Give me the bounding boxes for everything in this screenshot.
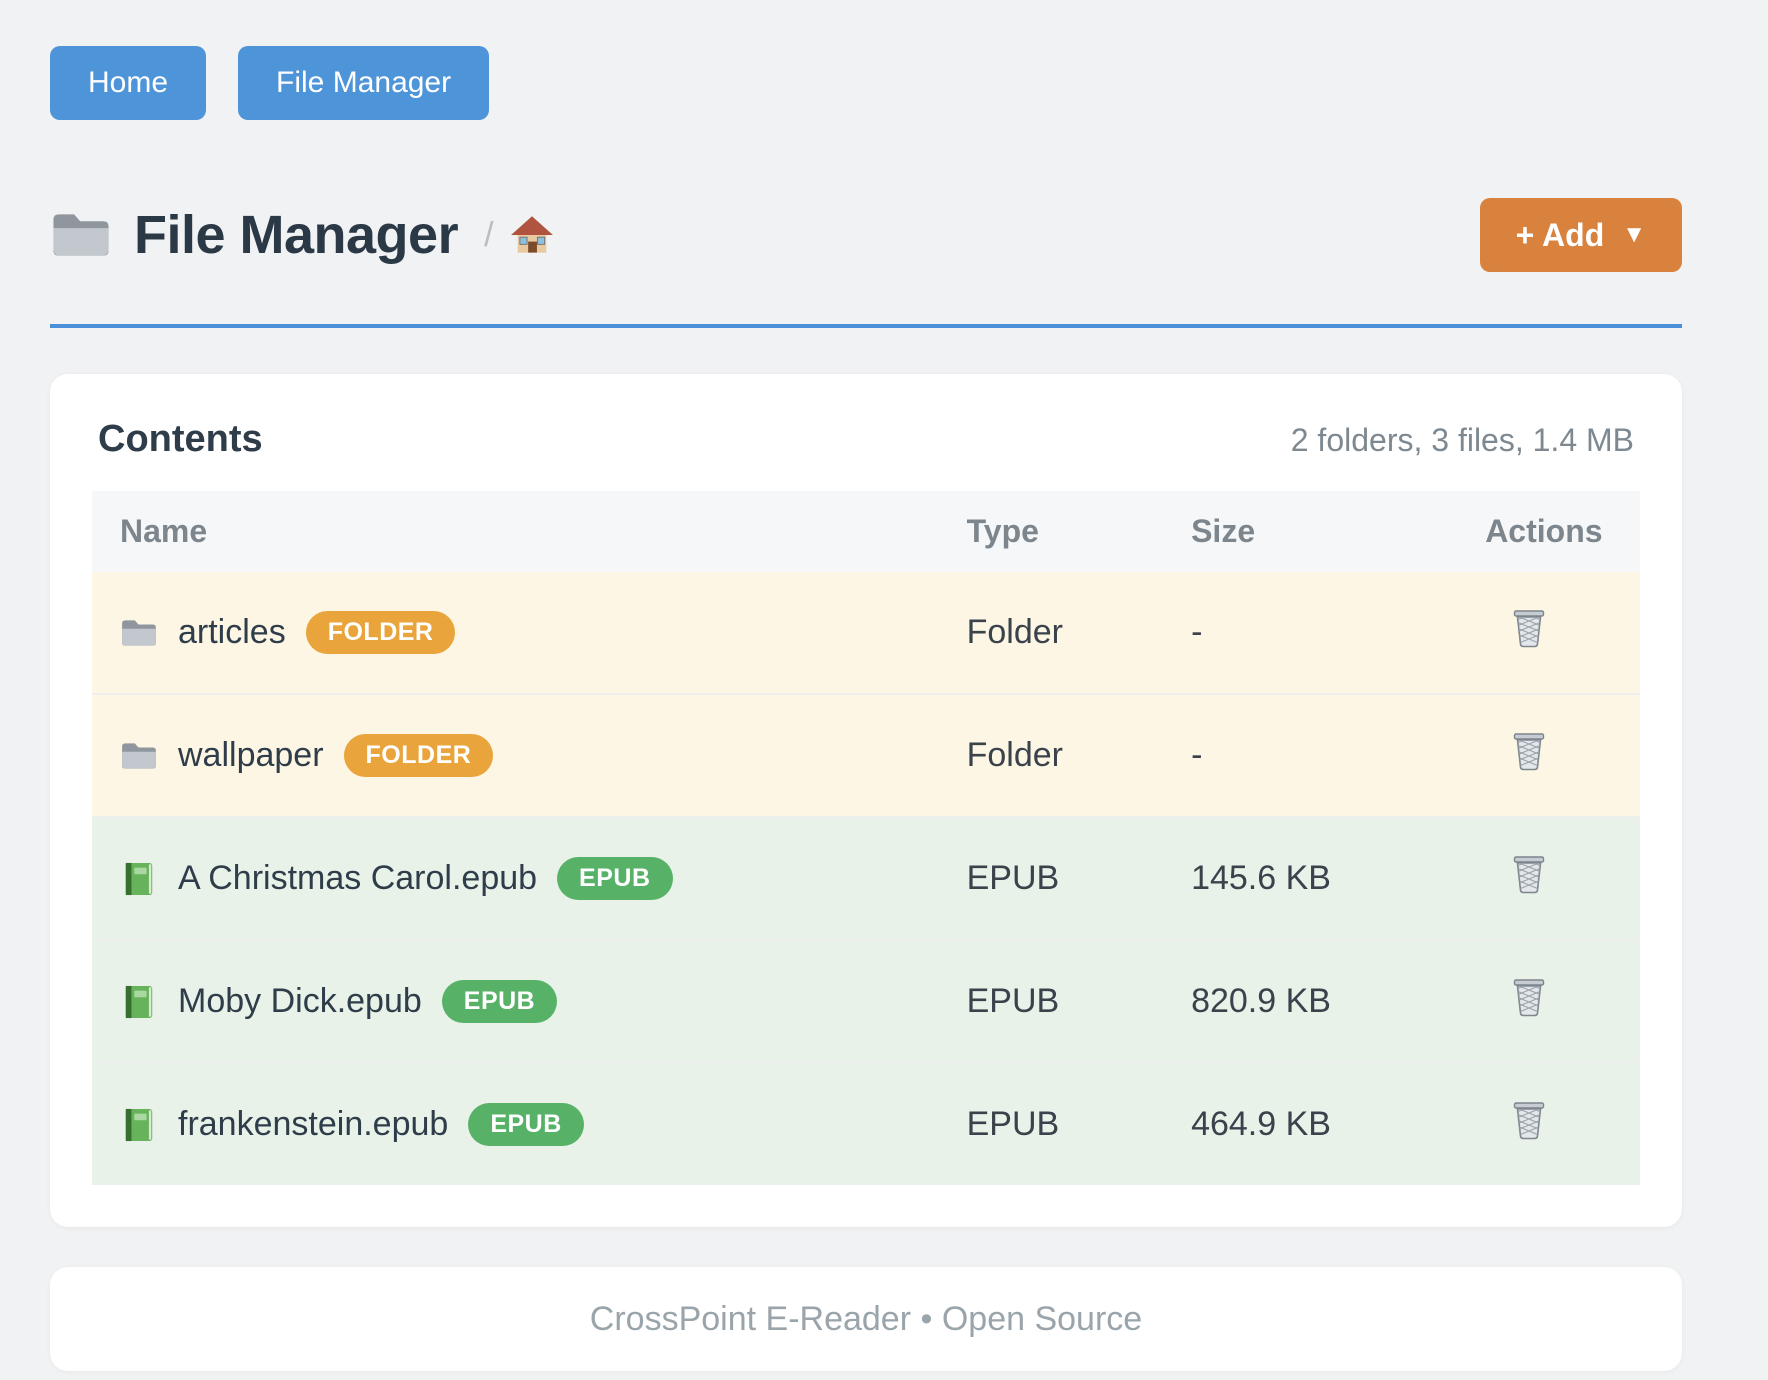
folder-icon (120, 739, 158, 773)
trash-icon (1511, 1100, 1547, 1140)
footer-text: CrossPoint E-Reader • Open Source (589, 1299, 1143, 1338)
trash-icon (1511, 854, 1547, 894)
file-size: 464.9 KB (1191, 1062, 1486, 1185)
title-group: File Manager / (50, 204, 554, 266)
type-badge: FOLDER (305, 611, 456, 654)
column-header-size: Size (1191, 491, 1486, 572)
file-type: EPUB (966, 1062, 1192, 1185)
trash-button[interactable] (1485, 977, 1547, 1020)
nav-button-file-manager[interactable]: File Manager (238, 46, 490, 120)
trash-icon (1511, 731, 1547, 771)
type-badge: EPUB (557, 857, 673, 900)
file-type: Folder (966, 572, 1192, 694)
file-name[interactable]: wallpaper (178, 736, 324, 774)
title-underline (50, 324, 1682, 328)
book-icon (120, 862, 158, 896)
file-size: 145.6 KB (1191, 816, 1486, 940)
home-icon[interactable] (510, 215, 554, 255)
chevron-down-icon: ▼ (1622, 221, 1646, 248)
file-size: 820.9 KB (1191, 939, 1486, 1063)
contents-summary: 2 folders, 3 files, 1.4 MB (1290, 422, 1634, 458)
breadcrumb-separator: / (484, 215, 494, 254)
file-name[interactable]: Moby Dick.epub (178, 982, 422, 1020)
table-row: frankenstein.epub EPUB EPUB 464.9 KB (92, 1062, 1640, 1185)
file-type: Folder (966, 693, 1192, 817)
table-row: Moby Dick.epub EPUB EPUB 820.9 KB (92, 939, 1640, 1063)
contents-header: Contents 2 folders, 3 files, 1.4 MB (92, 418, 1640, 461)
nav-button-home[interactable]: Home (50, 46, 207, 120)
page: Home File Manager File Manager / + Add ▼… (50, 0, 1682, 1371)
book-icon (120, 985, 158, 1019)
footer: CrossPoint E-Reader • Open Source (50, 1267, 1682, 1371)
page-header: File Manager / + Add ▼ (50, 198, 1682, 272)
type-badge: EPUB (441, 980, 558, 1023)
type-badge: EPUB (468, 1103, 584, 1146)
contents-title: Contents (98, 418, 263, 460)
trash-button[interactable] (1485, 731, 1547, 774)
table-row: wallpaper FOLDER Folder - (92, 693, 1640, 817)
folder-icon (120, 616, 158, 650)
add-button-label: + Add (1515, 216, 1605, 253)
file-type: EPUB (966, 816, 1192, 940)
trash-button[interactable] (1485, 1100, 1547, 1143)
type-badge: FOLDER (343, 734, 494, 777)
trash-icon (1511, 608, 1547, 648)
file-type: EPUB (966, 939, 1192, 1063)
table-row: articles FOLDER Folder - (92, 572, 1640, 694)
trash-button[interactable] (1485, 854, 1547, 897)
column-header-type: Type (966, 491, 1192, 572)
contents-card: Contents 2 folders, 3 files, 1.4 MB Name… (50, 374, 1682, 1227)
file-name[interactable]: frankenstein.epub (178, 1105, 449, 1143)
file-name[interactable]: A Christmas Carol.epub (178, 859, 538, 897)
folder-icon (50, 209, 112, 261)
book-icon (120, 1108, 158, 1142)
page-title: File Manager (134, 205, 459, 265)
trash-icon (1511, 977, 1547, 1017)
top-nav: Home File Manager (50, 0, 1682, 120)
files-table: Name Type Size Actions articles FOLDER F… (92, 491, 1640, 1185)
file-size: - (1191, 693, 1486, 817)
column-header-actions: Actions (1485, 491, 1640, 572)
file-name[interactable]: articles (178, 613, 286, 651)
table-row: A Christmas Carol.epub EPUB EPUB 145.6 K… (92, 816, 1640, 940)
file-size: - (1191, 572, 1486, 694)
add-button[interactable]: + Add ▼ (1479, 198, 1682, 272)
trash-button[interactable] (1485, 608, 1547, 651)
table-header-row: Name Type Size Actions (92, 491, 1640, 572)
column-header-name: Name (92, 491, 967, 572)
